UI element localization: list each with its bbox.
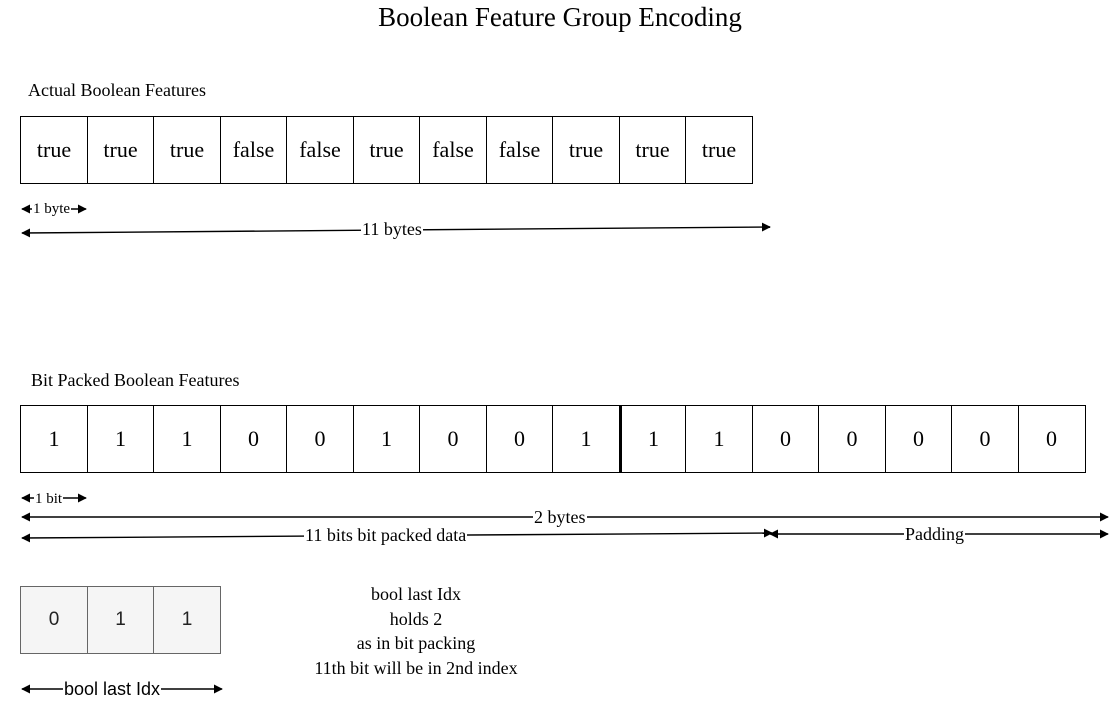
note-line: 11th bit will be in 2nd index [314,657,518,678]
bit-cell: 1 [153,405,221,473]
note-line: holds 2 [389,608,443,629]
one-byte-label: 1 byte [32,199,72,219]
actual-features-label: Actual Boolean Features [28,80,206,100]
boolean-cell: true [618,116,687,184]
one-bit-label: 1 bit [34,489,64,509]
packed-data-label: 11 bits bit packed data [304,525,468,545]
boolean-cell: false [286,116,354,184]
last-idx-cell: 1 [86,586,155,654]
note-line: as in bit packing [356,633,476,653]
boolean-cell: true [552,116,620,184]
bit-cell: 0 [818,405,886,473]
bit-cell: 0 [1017,405,1086,473]
last-idx-cell: 1 [153,586,221,654]
bit-cell: 1 [552,405,620,473]
packed-features-label: Bit Packed Boolean Features [31,370,240,390]
diagram-title: Boolean Feature Group Encoding [378,2,742,32]
bit-cell: 1 [86,405,155,473]
boolean-cell: true [685,116,753,184]
boolean-cell: true [86,116,155,184]
padding-label: Padding [904,524,966,544]
bit-cell: 1 [685,405,753,473]
boolean-cell: true [20,116,88,184]
bit-cell: 0 [951,405,1019,473]
last-idx-note: bool last Idx holds 2 as in bit packing … [290,582,542,680]
bit-cell: 0 [286,405,354,473]
actual-features-row: true true true false false true false false true… [20,116,753,184]
last-idx-label: bool last Idx [63,679,162,699]
note-line: bool last Idx [371,584,461,604]
two-bytes-label: 2 bytes [533,507,587,527]
bit-cell: 0 [419,405,487,473]
eleven-bytes-label: 11 bytes [361,219,423,239]
bit-cell: 1 [352,405,421,473]
boolean-cell: false [419,116,487,184]
boolean-cell: false [485,116,554,184]
bit-cell: 0 [884,405,953,473]
